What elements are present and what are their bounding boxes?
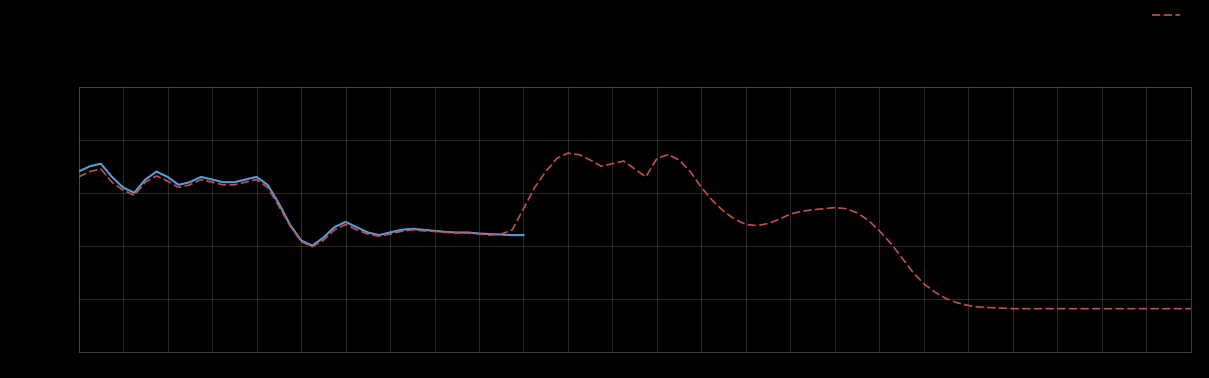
Legend: , : , xyxy=(1150,0,1185,23)
